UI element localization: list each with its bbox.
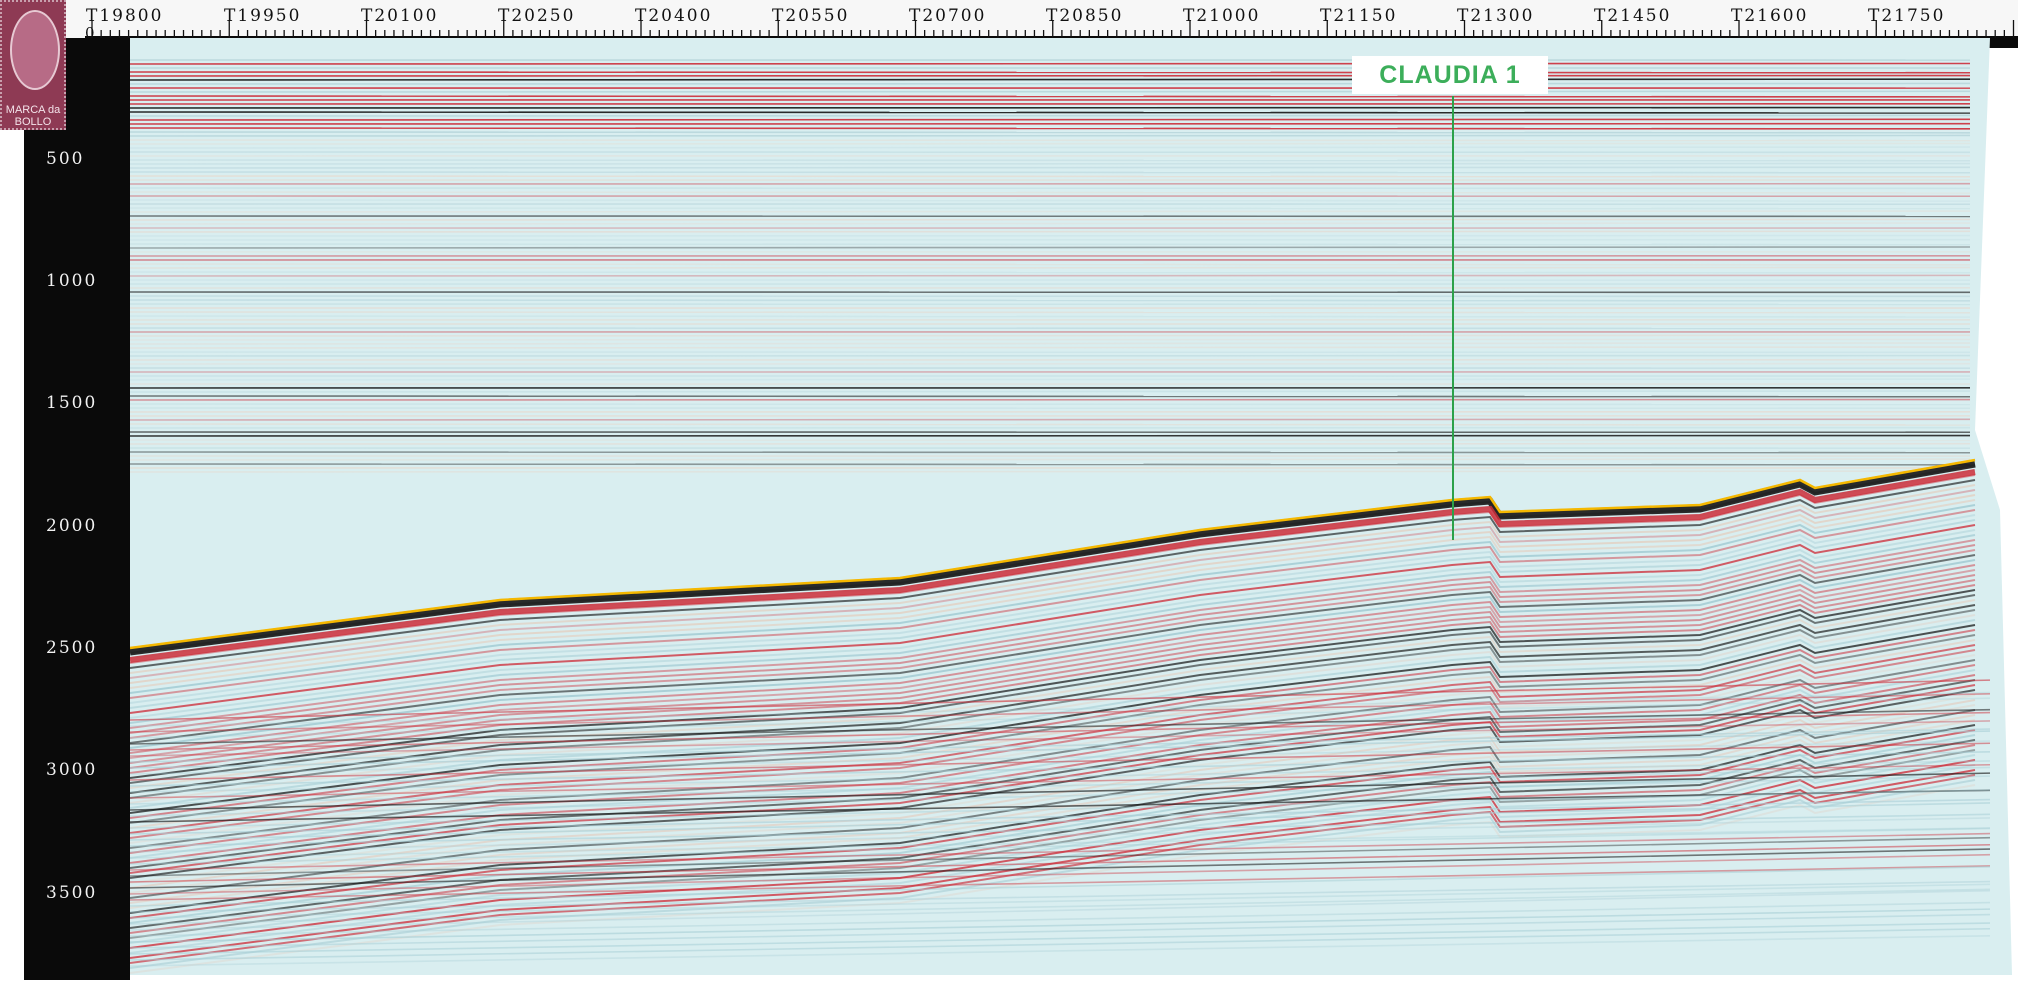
time-axis: 500 1000 1500 2000 2500 3000 3500	[24, 38, 130, 980]
shotpoint-label: T20550	[772, 6, 850, 26]
shotpoint-label: T21150	[1320, 6, 1398, 26]
seismic-reflectors	[129, 59, 1991, 974]
shotpoint-label: T21300	[1457, 6, 1535, 26]
shotpoint-label: T19800	[86, 6, 164, 26]
shotpoint-label: T20700	[909, 6, 987, 26]
time-label-0: 0	[85, 24, 95, 42]
shotpoint-label: T20250	[498, 6, 576, 26]
time-label-500: 500	[46, 149, 85, 169]
shotpoint-label: T19950	[224, 6, 302, 26]
stamp-emblem-icon	[10, 10, 60, 90]
shotpoint-label: T20850	[1046, 6, 1124, 26]
shotpoint-label: T21000	[1183, 6, 1261, 26]
shotpoint-label: T21450	[1594, 6, 1672, 26]
shotpoint-label: T20400	[635, 6, 713, 26]
time-label-1000: 1000	[46, 271, 98, 291]
shotpoint-label: T20100	[361, 6, 439, 26]
shotpoint-label: T21750	[1868, 6, 1946, 26]
well-marker-line	[1452, 96, 1454, 540]
time-label-3500: 3500	[46, 883, 98, 903]
time-label-2000: 2000	[46, 516, 98, 536]
well-label: CLAUDIA 1	[1352, 56, 1548, 94]
shotpoint-label: T21600	[1731, 6, 1809, 26]
interpreted-horizon	[129, 458, 1976, 650]
time-label-2500: 2500	[46, 638, 98, 658]
time-label-3000: 3000	[46, 760, 98, 780]
revenue-stamp: MARCA da BOLLO	[0, 0, 66, 130]
shotpoint-axis: T19800 T19950 T20100 T20250 T20400 T2055…	[0, 0, 2018, 38]
stamp-text: MARCA da BOLLO	[5, 104, 61, 128]
time-label-1500: 1500	[46, 393, 98, 413]
